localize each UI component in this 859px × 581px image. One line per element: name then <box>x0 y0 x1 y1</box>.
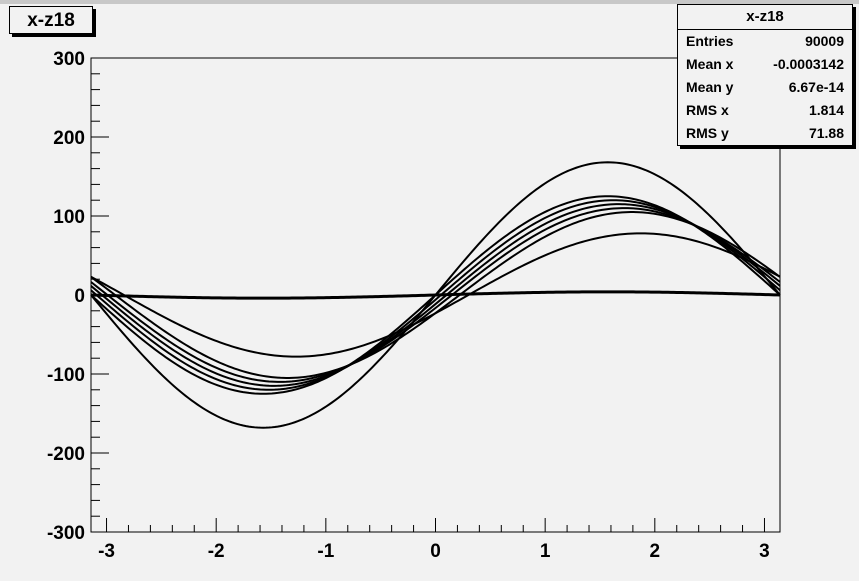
y-tick-label: -100 <box>47 365 85 386</box>
x-tick-label: -1 <box>317 541 334 562</box>
curves <box>90 161 781 429</box>
top-border <box>0 0 859 4</box>
stats-row-rms-y: RMS y 71.88 <box>678 122 852 145</box>
y-tick-label: 300 <box>53 49 85 70</box>
curve-2 <box>90 199 781 391</box>
x-tick-label: 2 <box>650 541 661 562</box>
x-tick-label: -3 <box>98 541 115 562</box>
stats-row-mean-x: Mean x -0.0003142 <box>678 53 852 76</box>
axis-ticks <box>91 57 765 533</box>
stats-value: 1.814 <box>808 102 844 118</box>
stats-row-entries: Entries 90009 <box>678 30 852 53</box>
y-tick-label: -200 <box>47 444 85 465</box>
curve-3 <box>90 203 781 387</box>
stats-row-mean-y: Mean y 6.67e-14 <box>678 76 852 99</box>
x-tick-label: 1 <box>540 541 551 562</box>
curve-7 <box>90 290 781 300</box>
stats-title: x-z18 <box>678 5 852 30</box>
x-tick-label: 3 <box>759 541 770 562</box>
y-tick-label: 100 <box>53 207 85 228</box>
stats-label: RMS x <box>686 102 729 118</box>
y-tick-label: -300 <box>47 523 85 544</box>
stats-row-rms-x: RMS x 1.814 <box>678 99 852 122</box>
stats-label: Mean y <box>686 79 734 95</box>
x-tick-label: 0 <box>430 541 441 562</box>
y-tick-label: 200 <box>53 128 85 149</box>
histogram-title: x-z18 <box>9 6 93 34</box>
curve-6 <box>90 232 781 358</box>
stats-label: Entries <box>686 33 734 49</box>
y-tick-label: 0 <box>74 286 85 307</box>
x-tick-label: -2 <box>208 541 225 562</box>
curve-4 <box>90 207 781 383</box>
axis-tick-labels: -3 -2 -1 0 1 2 3 -300 -200 -100 0 100 200 300 <box>47 49 770 562</box>
stats-value: -0.0003142 <box>773 56 844 72</box>
stats-value: 90009 <box>805 33 844 49</box>
stats-value: 6.67e-14 <box>788 79 844 95</box>
stats-value: 71.88 <box>808 125 844 141</box>
stats-label: Mean x <box>686 56 734 72</box>
stats-label: RMS y <box>686 125 729 141</box>
stats-box: x-z18 Entries 90009 Mean x -0.0003142 Me… <box>677 4 853 146</box>
